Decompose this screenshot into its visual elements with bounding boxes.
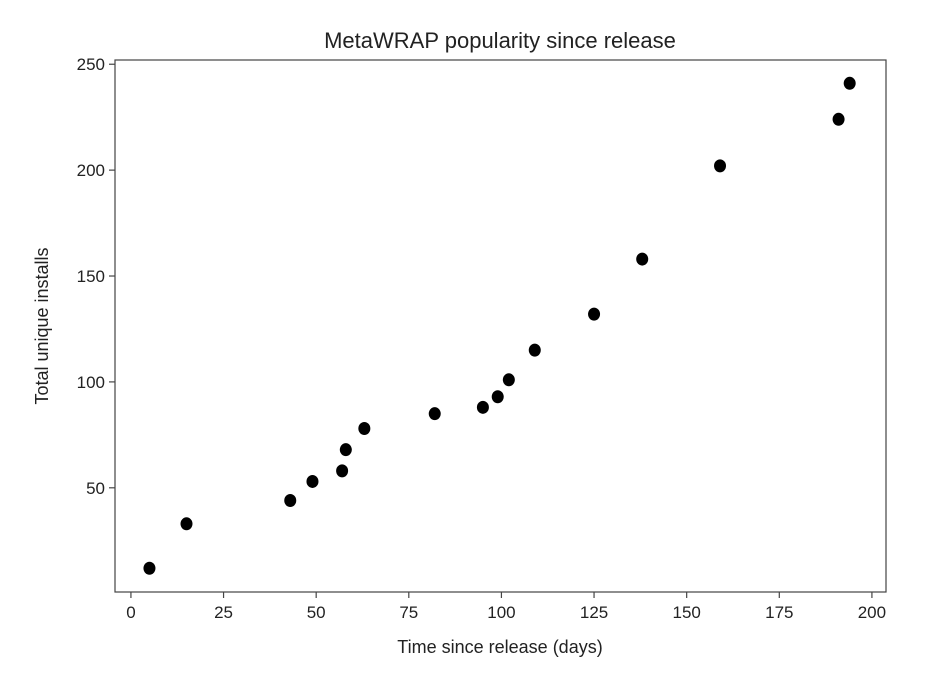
data-point	[358, 422, 371, 436]
x-tick-label: 150	[672, 603, 700, 622]
data-point	[714, 159, 727, 173]
data-point	[339, 443, 352, 457]
data-point	[428, 407, 441, 421]
data-points	[143, 76, 856, 575]
y-tick-label: 200	[77, 161, 105, 180]
y-tick-label: 250	[77, 55, 105, 74]
y-tick-label: 150	[77, 267, 105, 286]
y-tick-label: 50	[86, 479, 105, 498]
x-tick-label: 25	[214, 603, 233, 622]
plot-frame	[114, 59, 887, 593]
x-tick-label: 100	[487, 603, 515, 622]
data-point	[832, 112, 845, 126]
data-point	[843, 76, 856, 90]
data-point	[502, 373, 515, 387]
x-tick-label: 125	[580, 603, 608, 622]
x-tick-label: 75	[399, 603, 418, 622]
data-point	[336, 464, 349, 478]
data-point	[284, 494, 297, 508]
data-point	[528, 343, 541, 357]
chart-title: MetaWRAP popularity since release	[324, 28, 676, 53]
x-tick-label: 50	[307, 603, 326, 622]
data-point	[476, 400, 489, 414]
y-axis-ticks: 50 100 150 200 250	[77, 55, 115, 498]
data-point	[306, 474, 319, 488]
y-axis-label: Total unique installs	[32, 247, 52, 404]
data-point	[588, 307, 601, 321]
data-point	[143, 561, 156, 575]
x-tick-label: 175	[765, 603, 793, 622]
data-point	[636, 252, 649, 266]
x-tick-label: 200	[858, 603, 886, 622]
x-tick-label: 0	[126, 603, 135, 622]
data-point	[491, 390, 504, 404]
y-tick-label: 100	[77, 373, 105, 392]
x-axis-ticks: 0 25 50 75 100 125 150 175 200	[126, 592, 886, 622]
data-point	[180, 517, 193, 531]
x-axis-label: Time since release (days)	[397, 637, 602, 657]
